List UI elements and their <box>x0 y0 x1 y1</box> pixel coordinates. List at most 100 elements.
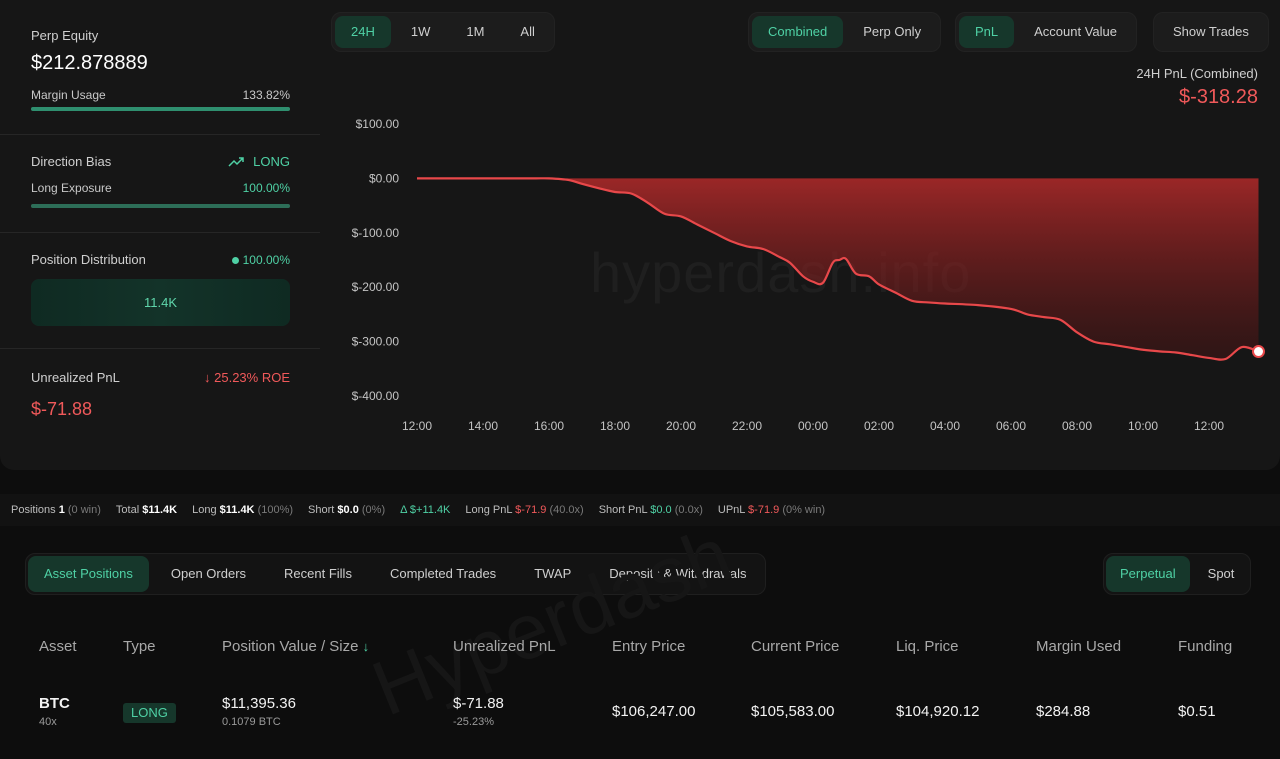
perp-equity-label: Perp Equity <box>31 28 99 43</box>
chart-header-value: $-318.28 <box>1179 86 1258 108</box>
timeframe-selector: 24H 1W 1M All <box>331 12 555 52</box>
tab-completed-trades[interactable]: Completed Trades <box>389 566 497 581</box>
metric-account-value[interactable]: Account Value <box>1034 24 1118 39</box>
cell-type-badge: LONG <box>123 703 176 723</box>
col-unrealized-pnl[interactable]: Unrealized PnL <box>453 638 556 655</box>
stat-long: Long $11.4K (100%) <box>192 504 293 516</box>
stat-long-pnl-label: Long PnL <box>465 504 513 516</box>
perp-equity-value: $212.878889 <box>31 52 148 74</box>
stat-short-pnl-label: Short PnL <box>598 504 648 516</box>
stat-long-pnl: Long PnL $-71.9 (40.0x) <box>465 504 583 516</box>
distribution-bar-text: 11.4K <box>143 295 177 310</box>
tab-recent-fills[interactable]: Recent Fills <box>284 566 352 581</box>
tab-deposits-withdrawals[interactable]: Deposits & Withdrawals <box>609 566 747 581</box>
direction-bias-value: LONG <box>228 154 290 169</box>
trend-up-icon <box>228 157 244 167</box>
view-combined[interactable]: Combined <box>752 16 844 48</box>
x-tick-label: 16:00 <box>534 419 564 433</box>
position-distribution-pct: 100.00% <box>242 253 290 267</box>
pnl-current-point[interactable] <box>1252 345 1265 359</box>
cell-funding: $0.51 <box>1178 703 1216 720</box>
positions-stats-bar: Positions 1 (0 win) Total $11.4K Long $1… <box>0 494 1280 526</box>
x-tick-label: 02:00 <box>864 419 894 433</box>
col-asset[interactable]: Asset <box>39 638 77 655</box>
stat-positions: Positions 1 (0 win) <box>11 504 101 516</box>
x-tick-label: 12:00 <box>402 419 432 433</box>
stat-short-note: (0%) <box>361 504 386 516</box>
x-tick-label: 14:00 <box>468 419 498 433</box>
cell-asset: BTC <box>39 695 70 712</box>
watermark-bottom: Hyperdash <box>360 509 744 733</box>
cell-leverage: 40x <box>39 716 57 728</box>
position-distribution-value: 100.00% <box>200 253 290 267</box>
stat-short-pnl-value: $0.0 <box>650 504 672 516</box>
x-tick-label: 10:00 <box>1128 419 1158 433</box>
view-perp-only[interactable]: Perp Only <box>863 24 922 39</box>
stat-short-pnl-note: (0.0x) <box>674 504 703 516</box>
col-position-value-label: Position Value / Size <box>222 638 359 655</box>
chart-header-label: 24H PnL (Combined) <box>1136 66 1258 81</box>
tab-perpetual[interactable]: Perpetual <box>1106 556 1190 592</box>
direction-bias-label: Direction Bias <box>31 154 112 169</box>
unrealized-roe-text: 25.23% ROE <box>214 370 290 385</box>
sort-arrow-down-icon: ↓ <box>362 639 370 654</box>
long-exposure-bar <box>31 204 290 208</box>
timeframe-1m[interactable]: 1M <box>466 24 485 39</box>
long-exposure-label: Long Exposure <box>31 181 112 195</box>
stat-short-label: Short <box>308 504 335 516</box>
metric-selector: PnL Account Value <box>955 12 1138 52</box>
col-type[interactable]: Type <box>123 638 156 655</box>
stat-positions-value: 1 <box>58 504 65 516</box>
cell-margin-used: $284.88 <box>1036 703 1091 720</box>
cell-position-value: $11,395.36 <box>222 695 296 712</box>
x-tick-label: 20:00 <box>666 419 696 433</box>
cell-liq-price: $104,920.12 <box>896 703 980 720</box>
tab-twap[interactable]: TWAP <box>534 566 572 581</box>
timeframe-24h[interactable]: 24H <box>335 16 391 48</box>
col-liq-price[interactable]: Liq. Price <box>896 638 959 655</box>
tab-asset-positions[interactable]: Asset Positions <box>28 556 149 592</box>
stat-long-value: $11.4K <box>219 504 255 516</box>
stat-upnl-value: $-71.9 <box>748 504 780 516</box>
stat-short-value: $0.0 <box>337 504 359 516</box>
stat-long-note: (100%) <box>257 504 294 516</box>
unrealized-pnl-value: $-71.88 <box>31 399 93 419</box>
show-trades-toggle: Show Trades <box>1153 12 1269 52</box>
stat-delta: Δ $+11.4K <box>400 504 451 516</box>
col-current-price[interactable]: Current Price <box>751 638 840 655</box>
pnl-chart[interactable]: $100.00 $0.00 $-100.00 $-200.00 $-300.00 $-40… <box>330 100 1280 450</box>
x-tick-label: 08:00 <box>1062 419 1092 433</box>
cell-current-price: $105,583.00 <box>751 703 835 720</box>
unrealized-pnl-label: Unrealized PnL <box>31 370 120 385</box>
x-tick-label: 00:00 <box>798 419 828 433</box>
stat-long-pnl-value: $-71.9 <box>515 504 547 516</box>
long-exposure-value: 100.00% <box>242 181 290 195</box>
metric-pnl[interactable]: PnL <box>959 16 1015 48</box>
x-tick-label: 04:00 <box>930 419 960 433</box>
timeframe-all[interactable]: All <box>520 24 535 39</box>
stat-long-label: Long <box>192 504 217 516</box>
y-tick-label: $0.00 <box>369 171 399 185</box>
x-tick-label: 06:00 <box>996 419 1026 433</box>
position-distribution-bar[interactable]: 11.4K <box>31 279 290 326</box>
stat-upnl: UPnL $-71.9 (0% win) <box>718 504 825 516</box>
col-entry-price[interactable]: Entry Price <box>612 638 686 655</box>
y-tick-label: $-300.00 <box>352 335 400 349</box>
col-position-value[interactable]: Position Value / Size ↓ <box>222 638 369 655</box>
divider <box>0 232 320 233</box>
margin-usage-bar <box>31 107 290 111</box>
show-trades-button[interactable]: Show Trades <box>1173 24 1249 39</box>
stat-short-pnl: Short PnL $0.0 (0.0x) <box>599 504 703 516</box>
timeframe-1w[interactable]: 1W <box>410 24 431 39</box>
dot-icon <box>231 257 239 264</box>
x-tick-label: 12:00 <box>1194 419 1224 433</box>
col-margin-used[interactable]: Margin Used <box>1036 638 1122 655</box>
stat-short: Short $0.0 (0%) <box>308 504 385 516</box>
stat-total: Total $11.4K <box>116 504 177 516</box>
y-tick-label: $-200.00 <box>352 280 400 294</box>
margin-usage-label: Margin Usage <box>31 88 106 102</box>
tab-spot[interactable]: Spot <box>1207 566 1235 581</box>
tab-open-orders[interactable]: Open Orders <box>170 566 247 581</box>
direction-bias-text: LONG <box>253 154 290 169</box>
col-funding[interactable]: Funding <box>1178 638 1233 655</box>
